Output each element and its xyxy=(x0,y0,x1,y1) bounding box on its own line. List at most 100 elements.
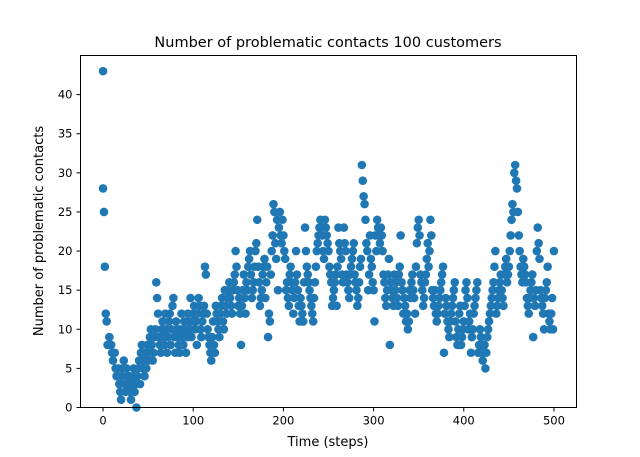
data-point xyxy=(298,309,307,318)
data-point xyxy=(393,301,403,311)
data-point xyxy=(252,238,261,248)
data-point xyxy=(122,364,131,373)
data-point xyxy=(210,348,220,358)
y-tick-label: 25 xyxy=(58,205,73,219)
data-point xyxy=(166,340,175,350)
data-point xyxy=(251,246,260,256)
data-point xyxy=(254,278,264,287)
data-point xyxy=(359,192,368,201)
data-point xyxy=(298,317,308,326)
data-point xyxy=(519,262,529,272)
data-point xyxy=(438,262,448,272)
data-point xyxy=(108,356,118,365)
data-point xyxy=(485,309,495,318)
data-point xyxy=(398,285,407,295)
data-point xyxy=(162,348,172,358)
data-point xyxy=(331,270,341,279)
data-point xyxy=(486,301,496,311)
y-tick-label: 20 xyxy=(58,244,73,258)
data-point xyxy=(370,317,379,326)
data-point xyxy=(433,309,442,318)
data-point xyxy=(462,278,471,287)
data-point xyxy=(390,285,400,295)
data-point xyxy=(274,223,284,232)
data-point xyxy=(151,278,161,287)
data-point xyxy=(511,176,521,185)
data-point xyxy=(158,317,167,326)
data-point xyxy=(225,293,235,303)
data-point xyxy=(506,231,515,240)
data-point xyxy=(200,262,210,272)
data-point xyxy=(411,262,421,272)
data-point xyxy=(305,285,314,295)
data-point xyxy=(417,285,427,295)
data-point xyxy=(264,309,274,318)
data-point xyxy=(362,238,371,248)
data-point xyxy=(133,371,142,381)
data-point xyxy=(495,278,505,287)
data-point xyxy=(130,387,139,397)
data-point xyxy=(534,238,543,248)
data-point xyxy=(336,254,346,264)
data-point xyxy=(421,270,431,279)
data-point xyxy=(140,371,149,381)
data-point xyxy=(257,285,267,295)
data-point xyxy=(215,332,224,342)
data-point xyxy=(499,301,508,311)
data-point xyxy=(378,246,387,256)
data-point xyxy=(509,168,519,178)
data-point xyxy=(197,317,207,326)
data-point xyxy=(375,238,385,248)
data-point xyxy=(508,199,517,209)
data-point xyxy=(396,231,405,240)
x-tick-label: 300 xyxy=(363,414,385,428)
data-point xyxy=(312,246,322,256)
data-point xyxy=(241,309,250,318)
data-point xyxy=(340,238,350,248)
data-point xyxy=(206,356,216,365)
data-point xyxy=(199,301,209,311)
data-point xyxy=(542,278,552,287)
data-point xyxy=(380,278,389,287)
data-point xyxy=(366,254,376,264)
data-point xyxy=(487,293,497,303)
data-point xyxy=(403,324,413,334)
data-point xyxy=(518,254,528,264)
data-point xyxy=(492,301,502,311)
axis-ticks: 0 100 200 300 400 500 0 5 10 15 20 25 30 35 40 xyxy=(58,88,565,428)
data-point xyxy=(309,293,319,303)
data-point xyxy=(507,215,516,225)
data-point xyxy=(202,309,212,318)
data-point xyxy=(410,309,420,318)
data-point xyxy=(498,293,507,303)
data-point xyxy=(258,270,267,279)
data-point xyxy=(353,301,362,311)
data-point xyxy=(293,285,303,295)
data-point xyxy=(432,317,442,326)
data-point xyxy=(482,348,491,358)
data-point xyxy=(535,254,544,264)
data-point xyxy=(332,301,341,311)
data-point xyxy=(514,231,524,240)
data-point xyxy=(436,278,446,287)
data-point xyxy=(356,254,366,264)
data-point xyxy=(439,348,449,358)
data-point xyxy=(191,317,201,326)
data-point xyxy=(510,160,520,170)
y-tick-label: 15 xyxy=(58,283,73,297)
data-point xyxy=(399,293,409,303)
data-point xyxy=(451,317,460,326)
x-tick-label: 100 xyxy=(182,414,204,428)
data-point xyxy=(369,285,378,295)
data-point xyxy=(99,207,109,217)
data-point xyxy=(322,231,331,240)
data-point xyxy=(308,317,318,326)
y-tick-label: 40 xyxy=(58,88,73,102)
data-point xyxy=(265,317,275,326)
data-point xyxy=(126,395,136,404)
data-point xyxy=(152,293,162,303)
data-point xyxy=(297,301,306,311)
data-point xyxy=(512,184,522,193)
data-point xyxy=(270,238,280,248)
